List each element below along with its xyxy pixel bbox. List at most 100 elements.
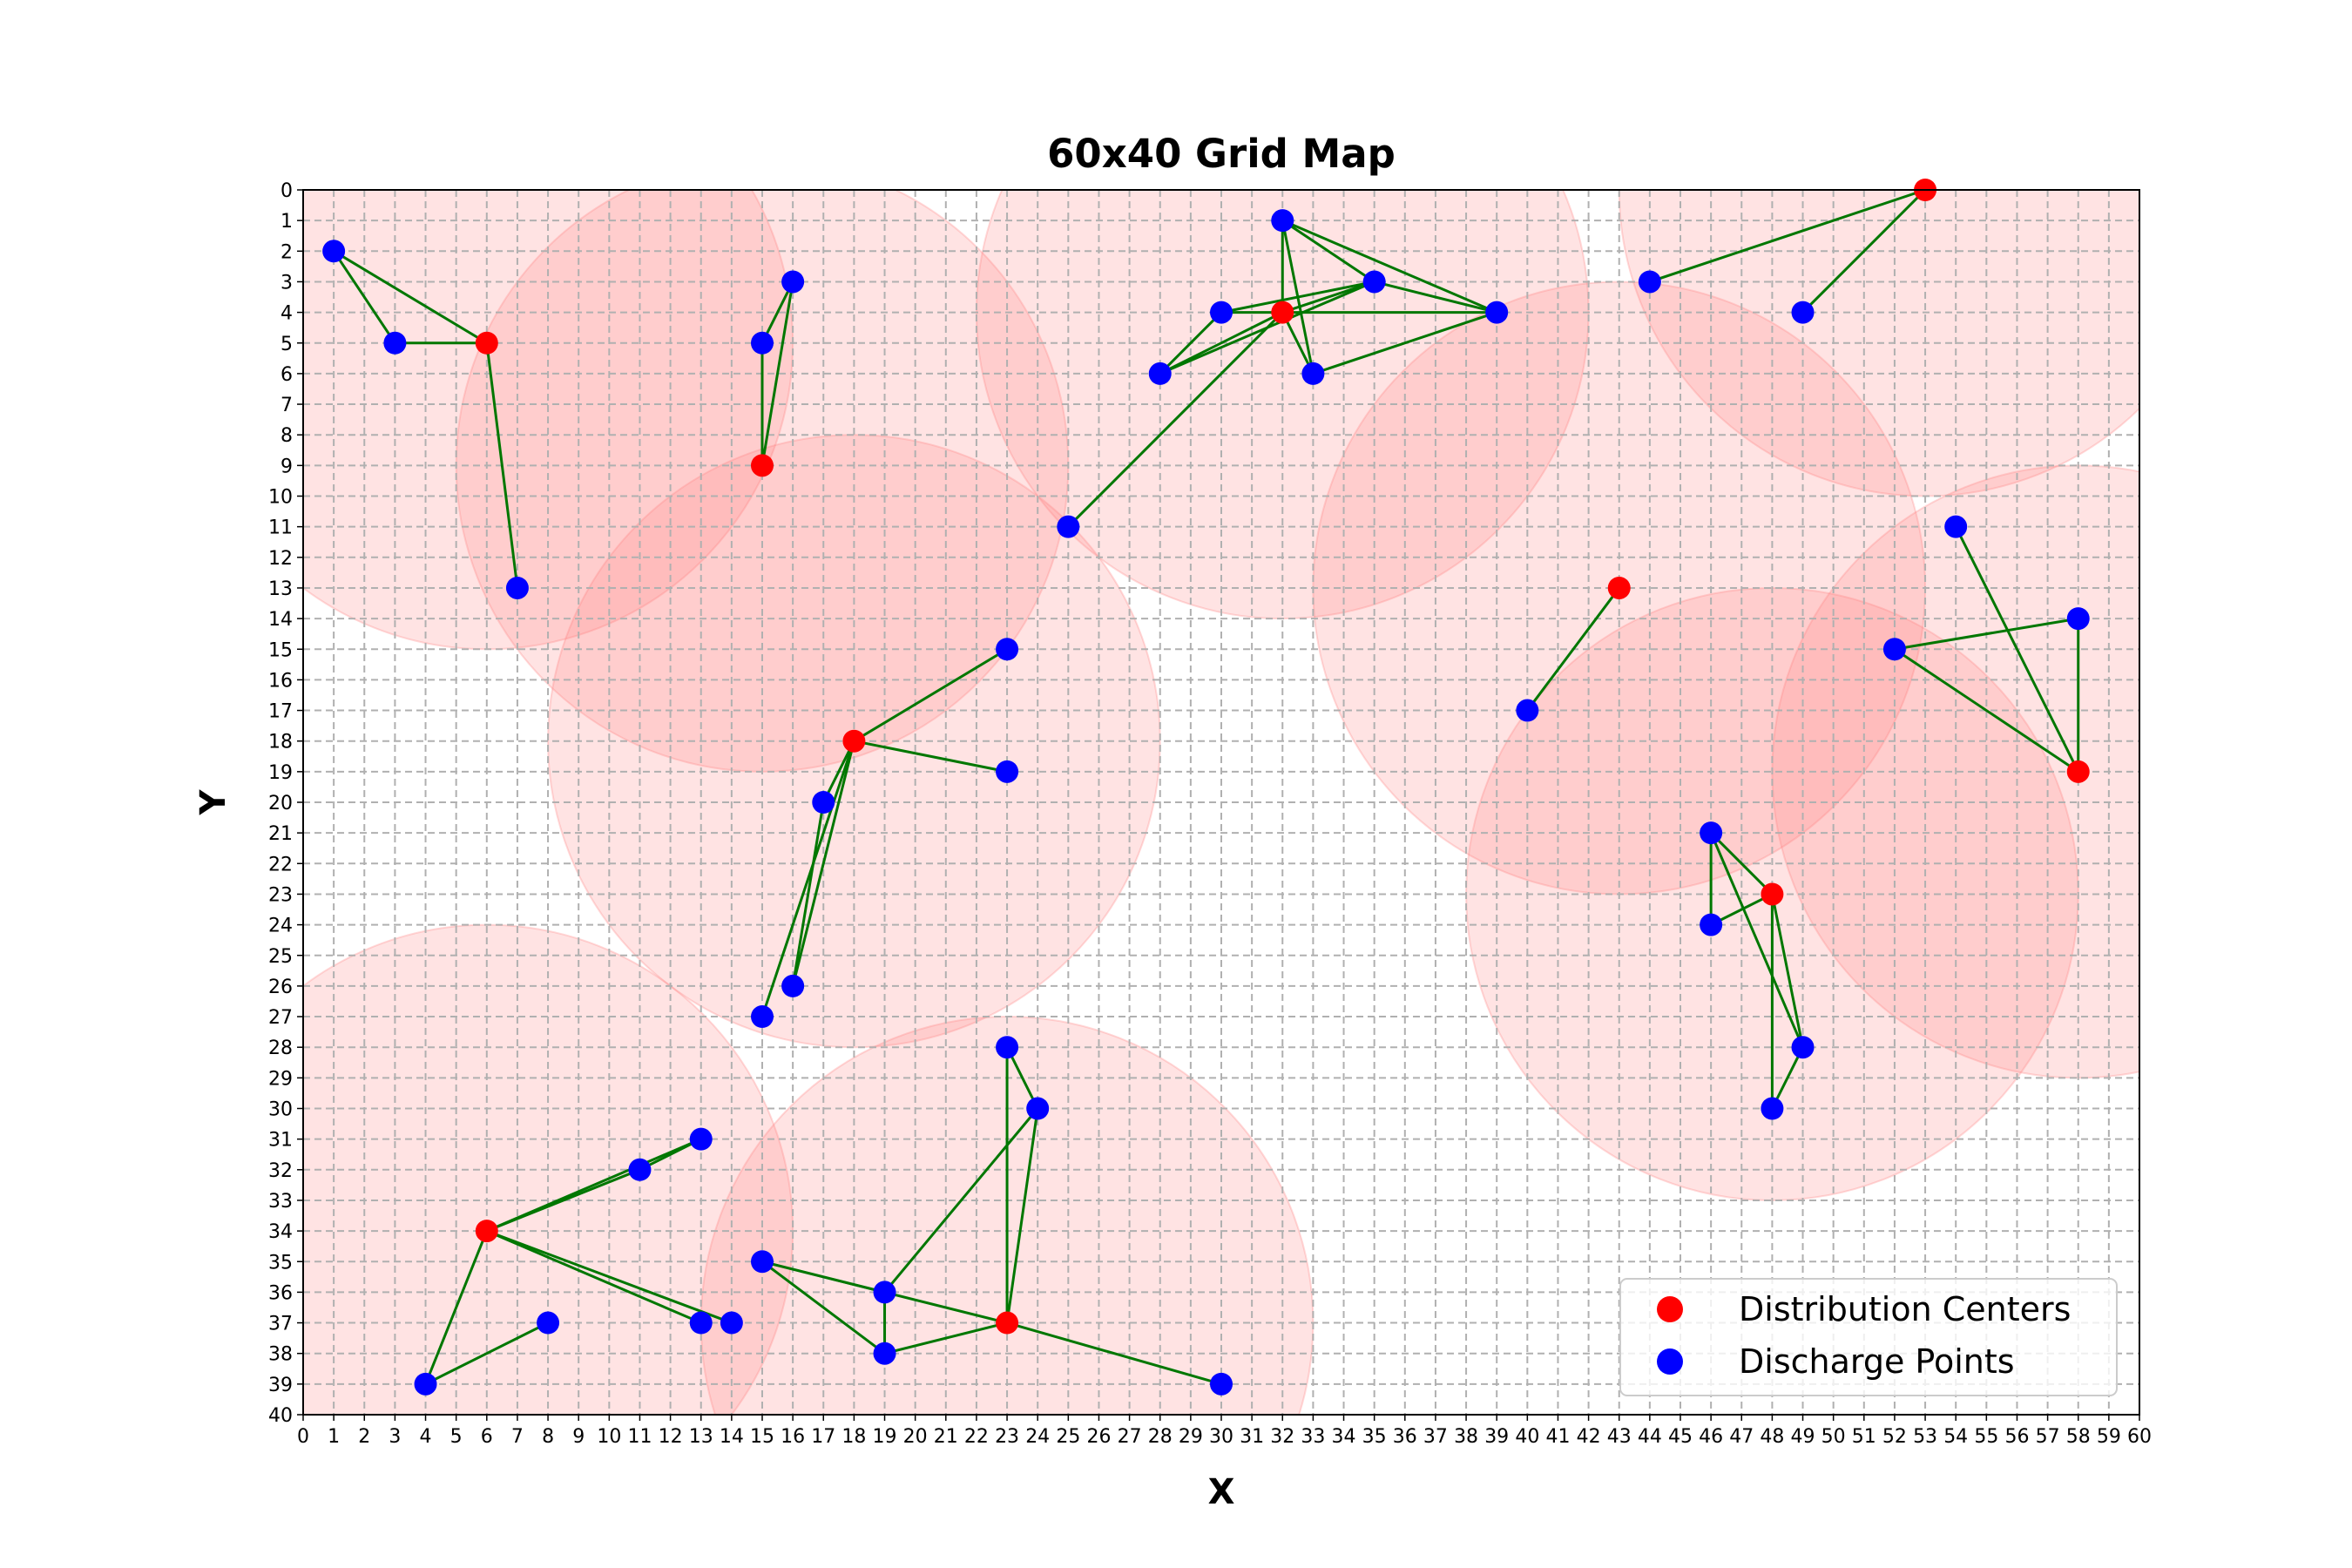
x-tick-label: 49	[1791, 1426, 1815, 1448]
y-tick-label: 26	[268, 977, 293, 998]
connection-line	[1006, 1321, 1222, 1386]
x-tick-label: 60	[2127, 1426, 2152, 1448]
x-tick-label: 24	[1025, 1426, 1050, 1448]
y-tick-label: 16	[268, 670, 293, 692]
y-tick-label: 31	[268, 1130, 293, 1152]
connection-lines	[332, 190, 2080, 1386]
x-tick-label: 55	[1974, 1426, 1998, 1448]
connection-line	[1709, 832, 1804, 1048]
x-tick-label: 38	[1454, 1426, 1478, 1448]
distribution-center	[475, 1220, 498, 1243]
chart-title: 60x40 Grid Map	[1047, 131, 1396, 177]
y-tick-label: 15	[268, 639, 293, 661]
y-tick-label: 6	[280, 364, 293, 386]
x-tick-label: 46	[1699, 1426, 1723, 1448]
connection-line	[854, 740, 1008, 774]
discharge-point	[1761, 1097, 1784, 1120]
discharge-point	[1485, 301, 1509, 324]
connection-line	[821, 740, 855, 803]
x-tick-label: 27	[1118, 1426, 1142, 1448]
connection-line	[883, 1107, 1039, 1294]
legend-marker-discharge	[1657, 1348, 1683, 1375]
x-tick-label: 43	[1607, 1426, 1632, 1448]
y-tick-label: 33	[268, 1191, 293, 1213]
legend-label-discharge: Discharge Points	[1739, 1342, 2015, 1381]
x-tick-label: 2	[358, 1426, 370, 1448]
connection-line	[485, 342, 519, 589]
legend: Distribution Centers Discharge Points	[1619, 1278, 2118, 1396]
x-tick-label: 41	[1545, 1426, 1570, 1448]
y-tick-label: 12	[268, 548, 293, 570]
discharge-point	[383, 331, 407, 355]
x-tick-label: 52	[1882, 1426, 1907, 1448]
y-tick-label: 1	[280, 211, 293, 233]
discharge-point	[1791, 1036, 1815, 1059]
connection-line	[1771, 1046, 1804, 1110]
legend-label-distribution: Distribution Centers	[1739, 1290, 2071, 1328]
connection-line	[639, 1138, 702, 1172]
connection-line	[424, 1321, 549, 1386]
discharge-point	[996, 760, 1019, 783]
discharge-point	[781, 974, 805, 997]
y-tick-label: 14	[268, 609, 293, 631]
x-tick-label: 29	[1179, 1426, 1203, 1448]
connection-line	[791, 740, 855, 987]
connection-line	[424, 1230, 489, 1385]
x-tick-label: 23	[995, 1426, 1019, 1448]
y-tick-label: 39	[268, 1375, 293, 1396]
x-tick-label: 15	[750, 1426, 774, 1448]
x-tick-label: 6	[481, 1426, 493, 1448]
discharge-point	[996, 638, 1019, 661]
connection-line	[1710, 832, 1774, 896]
y-tick-label: 22	[268, 854, 293, 875]
discharge-point	[873, 1281, 896, 1304]
y-tick-label: 35	[268, 1252, 293, 1274]
x-tick-label: 19	[873, 1426, 897, 1448]
y-tick-label: 19	[268, 762, 293, 784]
connection-line	[1281, 219, 1375, 283]
y-tick-label: 23	[268, 884, 293, 906]
distribution-center	[1761, 882, 1784, 906]
legend-marker-distribution	[1657, 1296, 1683, 1322]
y-tick-label: 37	[268, 1314, 293, 1335]
connection-line	[760, 281, 794, 466]
x-tick-label: 48	[1760, 1426, 1784, 1448]
discharge-point	[1271, 209, 1294, 233]
connection-line	[1281, 280, 1375, 314]
x-tick-label: 16	[781, 1426, 805, 1448]
discharge-point	[1638, 270, 1661, 294]
x-tick-label: 28	[1148, 1426, 1173, 1448]
connection-line	[791, 801, 825, 987]
x-tick-label: 40	[1515, 1426, 1539, 1448]
y-tick-label: 2	[280, 241, 293, 263]
discharge-point	[1210, 1372, 1233, 1396]
x-tick-label: 58	[2066, 1426, 2091, 1448]
connection-line	[1894, 617, 2078, 651]
discharge-point	[537, 1311, 560, 1335]
connection-line	[1312, 311, 1497, 375]
connection-line	[761, 1260, 886, 1355]
x-tick-label: 42	[1577, 1426, 1601, 1448]
y-tick-label: 17	[268, 701, 293, 723]
discharge-point	[628, 1158, 652, 1181]
y-tick-label: 24	[268, 916, 293, 937]
x-tick-label: 45	[1668, 1426, 1693, 1448]
discharge-point	[1148, 362, 1172, 385]
distribution-center	[475, 331, 498, 355]
connection-line	[1281, 219, 1497, 314]
discharge-point	[1210, 301, 1233, 324]
connection-line	[1281, 311, 1315, 375]
discharge-point	[2066, 607, 2090, 631]
data-points	[322, 179, 2090, 1396]
x-tick-label: 51	[1852, 1426, 1876, 1448]
connection-line	[1649, 190, 1926, 283]
x-tick-label: 12	[659, 1426, 683, 1448]
x-tick-label: 56	[2004, 1426, 2029, 1448]
x-tick-label: 3	[389, 1426, 401, 1448]
x-tick-label: 8	[542, 1426, 554, 1448]
discharge-point	[720, 1311, 743, 1335]
y-tick-label: 4	[280, 303, 293, 325]
x-tick-label: 37	[1423, 1426, 1448, 1448]
x-tick-label: 34	[1332, 1426, 1356, 1448]
